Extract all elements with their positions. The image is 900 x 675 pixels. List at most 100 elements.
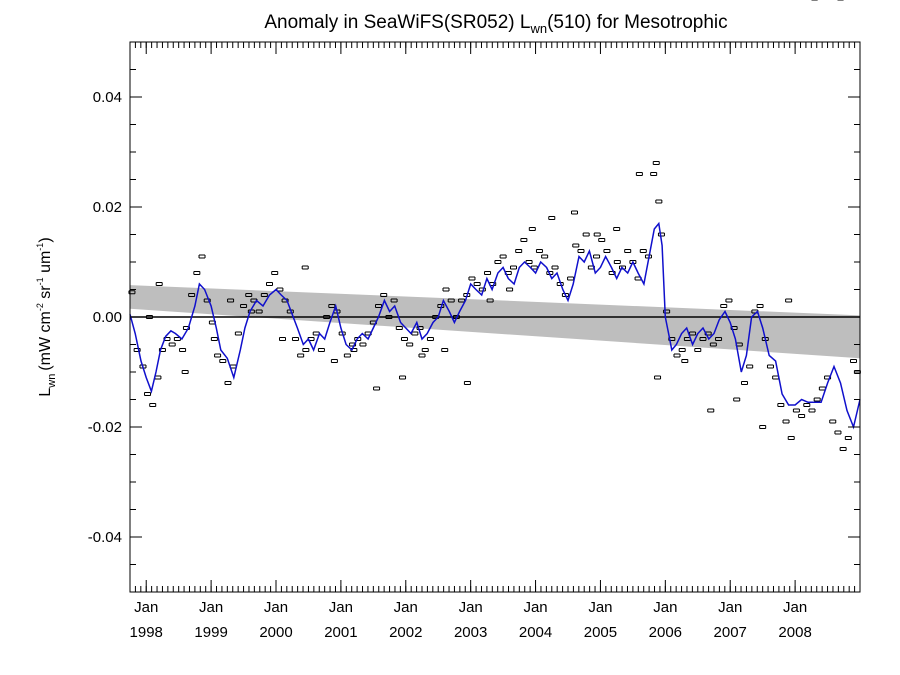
data-point bbox=[484, 271, 492, 275]
data-point bbox=[155, 282, 163, 286]
data-point bbox=[694, 348, 702, 352]
data-point bbox=[227, 298, 235, 303]
svg-text:Lwn(mW cm-2 sr-1 um-1): Lwn(mW cm-2 sr-1 um-1) bbox=[35, 237, 58, 396]
data-point bbox=[635, 172, 643, 176]
data-point bbox=[411, 331, 419, 336]
data-point bbox=[323, 315, 331, 319]
x-tick-month-label: Jan bbox=[718, 599, 742, 616]
data-point bbox=[593, 254, 601, 259]
data-point bbox=[188, 293, 196, 297]
data-point bbox=[818, 386, 826, 391]
data-point bbox=[359, 342, 367, 347]
y-tick-label: -0.02 bbox=[88, 419, 122, 436]
x-tick-year-label: 2008 bbox=[778, 624, 811, 641]
data-point bbox=[707, 408, 715, 413]
data-point bbox=[234, 331, 242, 336]
data-point bbox=[792, 408, 800, 413]
data-point bbox=[733, 397, 741, 402]
data-point bbox=[395, 326, 403, 330]
axes: -0.04 -0.02 0.00 0.02 0.04 Jan 1998 Jan 1999 Jan 2… bbox=[88, 41, 861, 641]
data-point bbox=[813, 397, 821, 402]
data-point bbox=[473, 282, 481, 286]
x-tick-month-label: Jan bbox=[134, 599, 158, 616]
data-point bbox=[210, 337, 218, 341]
x-tick-month-label: Jan bbox=[264, 599, 288, 616]
x-tick-month-label: Jan bbox=[199, 599, 223, 616]
data-point bbox=[746, 364, 754, 369]
data-point bbox=[260, 293, 268, 297]
data-point bbox=[598, 238, 606, 242]
x-tick-month-label: Jan bbox=[783, 599, 807, 616]
data-point bbox=[548, 216, 556, 220]
x-tick-year-label: 2005 bbox=[584, 624, 617, 641]
data-point bbox=[650, 172, 658, 176]
data-point bbox=[173, 337, 181, 341]
data-point bbox=[839, 447, 847, 451]
data-point bbox=[145, 315, 153, 319]
data-point bbox=[373, 386, 381, 391]
data-point bbox=[613, 260, 621, 264]
data-point bbox=[829, 419, 837, 424]
data-point bbox=[785, 298, 793, 303]
data-point bbox=[808, 408, 816, 413]
data-point bbox=[486, 298, 494, 303]
data-point bbox=[782, 419, 790, 424]
y-axis-label-units-c: um bbox=[37, 251, 54, 278]
data-point bbox=[343, 353, 351, 358]
data-point bbox=[803, 403, 811, 407]
data-point bbox=[399, 375, 407, 380]
y-tick-label: -0.04 bbox=[88, 529, 122, 546]
data-point bbox=[572, 243, 580, 248]
data-point bbox=[715, 337, 723, 341]
y-axis-label-main: L bbox=[37, 388, 54, 397]
data-point bbox=[673, 353, 681, 358]
y-tick-label: 0.00 bbox=[93, 309, 122, 326]
data-point bbox=[850, 359, 858, 363]
data-point bbox=[515, 249, 523, 253]
y-axis-label-sup2: -1 bbox=[35, 277, 45, 285]
data-point bbox=[400, 337, 408, 341]
data-point bbox=[759, 425, 767, 429]
x-tick-year-label: 2004 bbox=[519, 624, 552, 641]
smoothed-line-layer bbox=[129, 221, 861, 430]
data-point bbox=[639, 249, 647, 253]
data-point bbox=[468, 276, 476, 281]
scatter-layer bbox=[128, 0, 861, 451]
data-point bbox=[442, 287, 450, 292]
y-axis-label-sup3: -1 bbox=[35, 243, 45, 251]
data-point bbox=[245, 293, 253, 297]
data-point bbox=[375, 304, 383, 308]
data-point bbox=[255, 309, 263, 314]
data-point bbox=[551, 265, 559, 270]
x-tick-year-label: 1998 bbox=[130, 624, 163, 641]
data-point bbox=[535, 249, 543, 253]
data-point bbox=[740, 381, 748, 385]
data-point bbox=[613, 227, 621, 231]
data-point bbox=[447, 298, 455, 303]
data-point bbox=[271, 271, 279, 275]
chart-title: Anomaly in SeaWiFS(SR052) Lwn(510) for M… bbox=[264, 12, 727, 36]
data-point bbox=[418, 353, 426, 358]
x-tick-year-label: 2006 bbox=[649, 624, 682, 641]
data-point bbox=[463, 381, 471, 385]
data-point bbox=[509, 265, 517, 270]
x-tick-month-label: Jan bbox=[459, 599, 483, 616]
x-tick-year-label: 2000 bbox=[259, 624, 292, 641]
trend-band-layer bbox=[130, 285, 860, 359]
data-point bbox=[441, 348, 449, 352]
x-tick-month-label: Jan bbox=[588, 599, 612, 616]
y-axis-label-sub: wn bbox=[46, 374, 58, 389]
data-point bbox=[330, 359, 338, 363]
y-tick-label: 0.02 bbox=[93, 199, 122, 216]
y-axis-label-units-d: ) bbox=[37, 237, 54, 242]
data-point bbox=[302, 348, 310, 352]
data-point bbox=[652, 161, 660, 165]
data-point bbox=[144, 392, 152, 396]
x-tick-month-label: Jan bbox=[523, 599, 547, 616]
data-point bbox=[678, 348, 686, 352]
x-tick-month-label: Jan bbox=[394, 599, 418, 616]
data-point bbox=[240, 304, 248, 308]
data-point bbox=[699, 337, 707, 341]
data-point bbox=[603, 249, 611, 253]
data-point bbox=[777, 403, 785, 407]
